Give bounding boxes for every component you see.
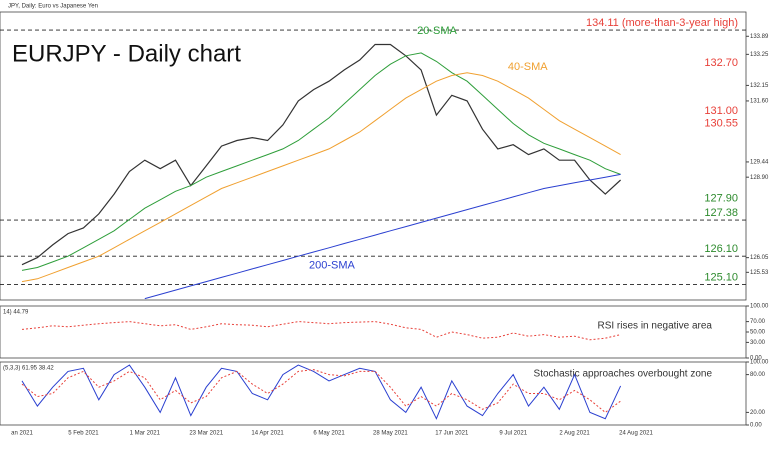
y-tick-label: 30.00	[750, 340, 766, 346]
panel-frame	[0, 11, 747, 301]
y-tick-label: 129.44	[750, 160, 769, 166]
y-tick-label: 100.00	[750, 360, 769, 366]
chart-subtitle: JPY, Daily: Euro vs Japanese Yen	[8, 4, 98, 10]
panel-title: 14) 44.79	[3, 310, 29, 316]
y-tick-label: 125.53	[750, 270, 769, 276]
level-label: 131.00	[704, 105, 738, 117]
level-label: 125.10	[704, 271, 738, 283]
x-tick-label: an 2021	[11, 431, 33, 437]
y-tick-label: 0.00	[750, 423, 762, 429]
panel-title: (5,3,3) 61.95 38.42	[3, 366, 54, 372]
annotation: Stochastic approaches overbought zone	[534, 369, 713, 380]
series-line	[21, 52, 621, 271]
x-tick-label: 9 Jul 2021	[499, 431, 527, 437]
y-tick-label: 126.05	[750, 255, 769, 261]
y-tick-label: 132.15	[750, 83, 769, 89]
y-tick-label: 0.00	[750, 356, 762, 362]
series-line	[21, 364, 622, 420]
y-tick-label: 133.89	[750, 34, 769, 40]
series-line	[144, 173, 621, 300]
x-tick-label: 24 Aug 2021	[619, 431, 653, 437]
series-line	[21, 321, 621, 341]
series-line	[21, 43, 622, 266]
level-label: 132.70	[704, 57, 738, 69]
y-tick-label: 20.00	[750, 410, 766, 416]
x-tick-label: 6 May 2021	[313, 431, 345, 437]
chart-title: EURJPY - Daily chart	[12, 40, 241, 67]
series-label: 40-SMA	[508, 61, 548, 73]
series-label: 200-SMA	[309, 260, 356, 272]
y-tick-label: 70.00	[750, 319, 766, 325]
y-tick-label: 80.00	[750, 372, 766, 378]
y-tick-label: 131.60	[750, 99, 769, 105]
level-label: 130.55	[704, 117, 738, 129]
level-label: 126.10	[704, 243, 738, 255]
x-tick-label: 17 Jun 2021	[435, 431, 469, 437]
y-tick-label: 50.00	[750, 330, 766, 336]
x-tick-label: 2 Aug 2021	[559, 431, 590, 437]
x-tick-label: 23 Mar 2021	[189, 431, 223, 437]
x-tick-label: 14 Apr 2021	[251, 431, 284, 437]
level-label: 127.90	[704, 192, 738, 204]
series-line	[21, 72, 621, 283]
series-label: 20-SMA	[417, 25, 457, 37]
series-line	[21, 369, 621, 414]
y-tick-label: 133.25	[750, 52, 769, 58]
level-label: 134.11 (more-than-3-year high)	[586, 17, 738, 29]
x-tick-label: 5 Feb 2021	[68, 431, 99, 437]
y-tick-label: 128.90	[750, 175, 769, 181]
y-tick-label: 100.00	[750, 304, 769, 310]
panel-frame	[0, 361, 747, 426]
x-tick-label: 28 May 2021	[373, 431, 408, 437]
annotation: RSI rises in negative area	[597, 321, 712, 332]
level-label: 127.38	[704, 207, 738, 219]
x-tick-label: 1 Mar 2021	[130, 431, 161, 437]
